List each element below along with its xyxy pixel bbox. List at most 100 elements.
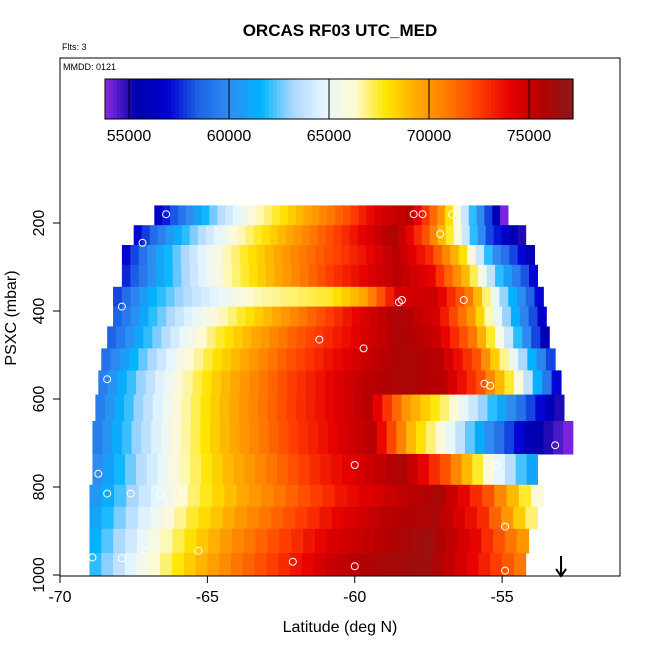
sample-point [103,375,112,384]
heatmap-cell [458,245,468,266]
colorbar-swatch [296,79,301,119]
heatmap-cell [449,306,459,327]
heatmap-cell [384,264,394,288]
colorbar-swatch [214,79,219,119]
colorbar-swatch [151,79,157,119]
heatmap-cell [125,528,138,554]
heatmap-cell [253,286,263,308]
colorbar-swatch [561,79,566,119]
heatmap-cell [387,306,397,327]
heatmap-cell [350,528,363,554]
heatmap-cell [332,326,343,349]
colorbar-swatch [128,79,133,119]
heatmap-cell [212,484,225,508]
heatmap-cell [281,245,291,266]
colorbar-swatch [467,79,473,119]
heatmap-cell [438,370,449,396]
heatmap-cell [92,421,103,455]
heatmap-cell [377,326,388,349]
sample-point [126,489,135,498]
heatmap-cell [200,394,211,422]
heatmap-cell [248,394,259,422]
heatmap-cell [237,225,247,246]
heatmap-cell [172,264,182,288]
heatmap-cell [404,326,415,349]
heatmap-cell [454,553,468,576]
heatmap-cell [528,264,538,288]
heatmap-cell [139,286,149,308]
colorbar-swatch [206,79,211,119]
heatmap-cell [362,370,373,396]
sample-point [117,302,126,311]
colorbar-swatch [264,79,270,119]
heatmap-cell [317,225,327,246]
heatmap-cell [245,225,255,246]
heatmap-cell [469,528,482,554]
colorbar-swatch [186,79,192,119]
heatmap-cell [422,306,432,327]
heatmap-cell [287,326,298,349]
heatmap-cell [367,286,378,308]
heatmap-cell [430,394,441,422]
heatmap-cell [271,286,281,308]
heatmap-cell [391,394,402,422]
heatmap-cell [222,454,235,486]
heatmap-cell [484,205,493,226]
heatmap-cell [386,421,397,455]
heatmap-cell [397,225,407,246]
heatmap-cell [450,326,460,349]
heatmap-cell [486,326,496,349]
colorbar-swatch [222,79,227,119]
heatmap-cell [297,286,307,308]
heatmap-cell [160,528,174,554]
heatmap-cell [257,264,267,288]
heatmap-cell [287,205,297,226]
heatmap-cell [296,394,307,422]
heatmap-cell [295,348,306,371]
heatmap-cell [224,484,238,508]
heatmap-cell [295,506,308,530]
colorbar-swatch [541,79,547,119]
heatmap-cell [230,370,241,396]
heatmap-cell [320,454,332,486]
heatmap-cell [281,306,291,327]
heatmap-cell [367,264,377,288]
heatmap-cell [515,454,528,486]
heatmap-cell [285,484,299,508]
heatmap-cell [514,421,525,455]
heatmap-cell [444,264,454,288]
heatmap-cell [271,506,284,530]
heatmap-cell [298,454,311,486]
heatmap-cell [342,205,352,226]
position-arrow-icon [555,556,567,578]
heatmap-cell [469,484,483,508]
heatmap-cell [468,394,479,422]
heatmap-cell [114,454,126,486]
heatmap-cell [492,245,502,266]
heatmap-cell [121,286,132,308]
heatmap-cell [145,370,156,396]
colorbar-swatch [319,79,324,119]
heatmap-cell [262,286,272,308]
heatmap-cell [485,225,495,246]
heatmap-cell [229,225,239,246]
colorbar-swatch [167,79,172,119]
heatmap-cell [114,484,127,508]
heatmap-cell [249,348,260,371]
heatmap-cell [369,348,380,371]
heatmap-cell [234,506,248,530]
heatmap-cell [263,306,273,327]
heatmap-cell [161,421,172,455]
heatmap-cell [351,306,362,327]
heatmap-cell [197,326,207,349]
heatmap-cell [309,225,319,246]
heatmap-cell [104,394,115,422]
heatmap-cell [374,454,387,486]
heatmap-cell [405,225,415,246]
heatmap-cell [300,264,309,288]
heatmap-cell [280,205,289,226]
heatmap-cell [344,394,355,422]
heatmap-cell [439,454,452,486]
sample-point [350,562,359,571]
heatmap-cell [432,484,446,508]
